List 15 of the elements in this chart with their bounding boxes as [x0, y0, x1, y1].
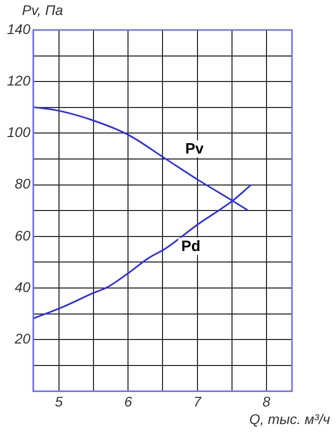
y-tick-label: 20 — [14, 330, 31, 346]
y-tick-label: 40 — [14, 278, 31, 295]
y-axis-title: Pv, Па — [22, 2, 64, 18]
y-tick-label: 120 — [7, 72, 31, 88]
y-tick-label: 60 — [14, 227, 31, 244]
x-tick-label: 8 — [262, 393, 271, 410]
x-tick-label: 7 — [193, 393, 202, 410]
x-tick-label: 5 — [55, 393, 64, 410]
y-tick-label: 100 — [7, 124, 31, 140]
x-tick-label: 6 — [124, 393, 132, 410]
y-tick-label: 80 — [14, 176, 31, 192]
y-tick-label: 140 — [7, 20, 31, 37]
series-label: Pv — [185, 140, 204, 158]
series-label: Pd — [181, 238, 200, 255]
x-axis-title: Q, тыс. м³/ч — [249, 411, 330, 427]
